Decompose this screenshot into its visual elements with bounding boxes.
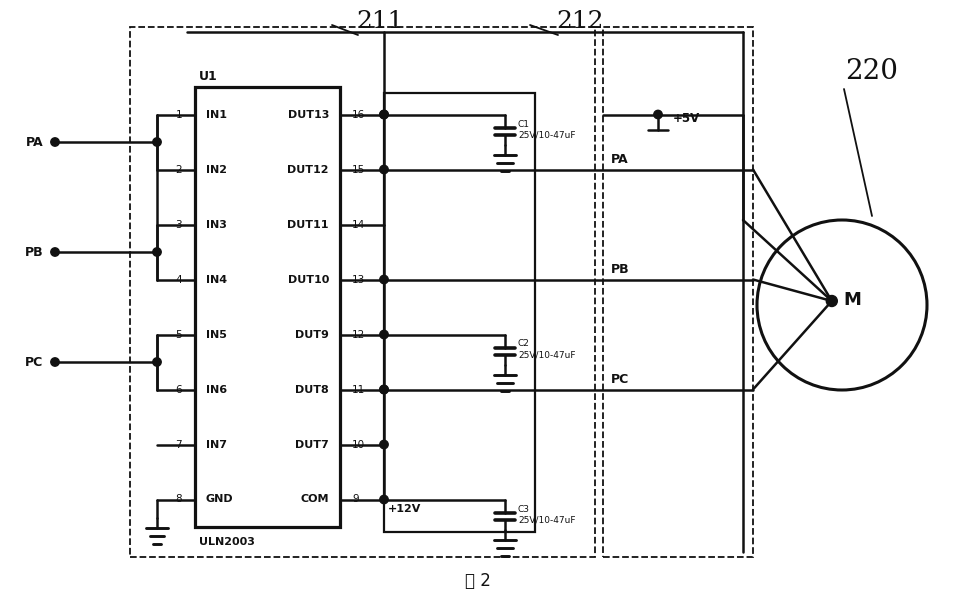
- Circle shape: [51, 248, 59, 256]
- Circle shape: [51, 138, 59, 146]
- Circle shape: [380, 495, 388, 504]
- Circle shape: [153, 138, 161, 146]
- Circle shape: [380, 330, 388, 339]
- Text: 10: 10: [352, 440, 365, 450]
- Text: ULN2003: ULN2003: [199, 537, 255, 547]
- Text: DUT8: DUT8: [295, 384, 329, 394]
- Text: 5: 5: [176, 330, 182, 339]
- Text: PB: PB: [611, 263, 629, 276]
- Text: 图 2: 图 2: [465, 572, 491, 590]
- Text: 11: 11: [352, 384, 365, 394]
- Text: 3: 3: [176, 220, 182, 229]
- Text: 12: 12: [352, 330, 365, 339]
- Text: IN1: IN1: [206, 109, 227, 119]
- Text: IN4: IN4: [206, 274, 227, 285]
- Circle shape: [51, 358, 59, 366]
- FancyBboxPatch shape: [195, 87, 340, 527]
- Text: PB: PB: [25, 245, 43, 258]
- Text: 8: 8: [176, 494, 182, 504]
- Text: DUT12: DUT12: [287, 164, 329, 175]
- Text: 15: 15: [352, 164, 365, 175]
- Text: 13: 13: [352, 274, 365, 285]
- Text: 4: 4: [176, 274, 182, 285]
- Text: +12V: +12V: [388, 504, 421, 514]
- Circle shape: [380, 440, 388, 449]
- Text: DUT9: DUT9: [295, 330, 329, 339]
- Text: IN6: IN6: [206, 384, 227, 394]
- Text: GND: GND: [206, 494, 234, 504]
- Text: PC: PC: [25, 355, 43, 368]
- Text: COM: COM: [301, 494, 329, 504]
- Text: IN7: IN7: [206, 440, 227, 450]
- Text: DUT10: DUT10: [287, 274, 329, 285]
- Text: 16: 16: [352, 109, 365, 119]
- Text: IN2: IN2: [206, 164, 227, 175]
- Text: 211: 211: [356, 10, 404, 33]
- Text: IN5: IN5: [206, 330, 227, 339]
- Text: 7: 7: [176, 440, 182, 450]
- Text: 2: 2: [176, 164, 182, 175]
- Circle shape: [826, 295, 838, 306]
- Text: IN3: IN3: [206, 220, 227, 229]
- Circle shape: [380, 110, 388, 119]
- Text: C2
25V/10-47uF: C2 25V/10-47uF: [518, 339, 576, 360]
- Text: DUT13: DUT13: [287, 109, 329, 119]
- Text: DUT7: DUT7: [295, 440, 329, 450]
- Circle shape: [153, 358, 161, 366]
- Text: U1: U1: [199, 70, 218, 83]
- Circle shape: [380, 276, 388, 284]
- Text: 1: 1: [176, 109, 182, 119]
- Text: C1
25V/10-47uF: C1 25V/10-47uF: [518, 119, 576, 140]
- Text: PA: PA: [611, 153, 628, 165]
- Circle shape: [380, 165, 388, 173]
- Text: 220: 220: [845, 58, 899, 85]
- Text: 212: 212: [556, 10, 604, 33]
- Text: M: M: [843, 291, 861, 309]
- Circle shape: [380, 110, 388, 119]
- Text: PA: PA: [26, 135, 43, 148]
- Text: 6: 6: [176, 384, 182, 394]
- Text: C3
25V/10-47uF: C3 25V/10-47uF: [518, 504, 576, 525]
- Text: +5V: +5V: [673, 112, 700, 125]
- Text: DUT11: DUT11: [287, 220, 329, 229]
- Circle shape: [380, 386, 388, 394]
- Circle shape: [380, 386, 388, 394]
- Text: 9: 9: [352, 494, 359, 504]
- Text: PC: PC: [611, 373, 629, 386]
- Circle shape: [654, 110, 662, 119]
- Circle shape: [153, 248, 161, 256]
- Text: 14: 14: [352, 220, 365, 229]
